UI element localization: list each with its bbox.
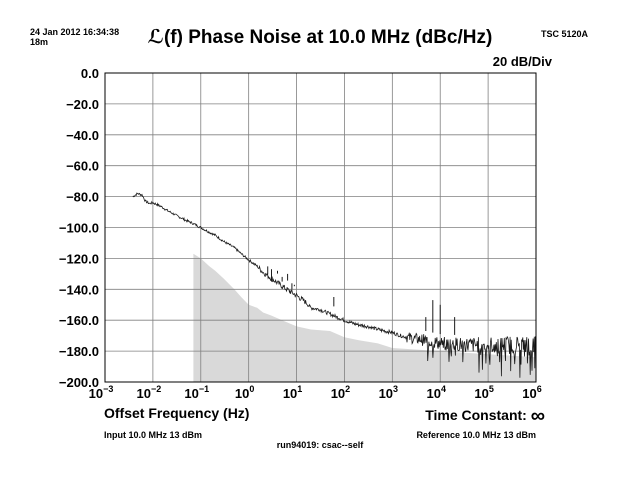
phase-noise-trace	[132, 192, 537, 378]
y-tick-label: −60.0	[66, 159, 99, 174]
plot-frame	[104, 72, 537, 383]
chart-title: ℒ(f) Phase Noise at 10.0 MHz (dBc/Hz)	[147, 27, 493, 48]
y-tick-label: −200.0	[59, 375, 99, 390]
y-tick-label: −20.0	[66, 97, 99, 112]
x-tick-label: 106	[522, 384, 541, 401]
x-tick-label: 105	[474, 384, 493, 401]
reference-info: Reference 10.0 MHz 13 dBm	[416, 430, 536, 440]
x-axis-label: Offset Frequency (Hz)	[104, 405, 250, 421]
y-tick-label: −160.0	[59, 313, 99, 328]
x-tick-label: 10−1	[184, 384, 209, 401]
x-tick-label: 102	[331, 384, 350, 401]
x-tick-label: 103	[379, 384, 398, 401]
timestamp: 24 Jan 2012 16:34:38	[30, 27, 120, 37]
y-tick-label: −40.0	[66, 128, 99, 143]
input-info: Input 10.0 MHz 13 dBm	[104, 430, 203, 440]
noise-floor-area	[193, 253, 536, 382]
x-tick-label: 100	[235, 384, 254, 401]
y-tick-label: −80.0	[66, 190, 99, 205]
duration: 18m	[30, 37, 49, 47]
time-constant-value: ∞	[530, 405, 545, 427]
scale-label: 20 dB/Div	[492, 54, 552, 69]
x-tick-label: 10−3	[89, 384, 114, 401]
y-tick-label: −120.0	[59, 251, 99, 266]
y-tick-label: 0.0	[81, 66, 99, 81]
y-tick-label: −180.0	[59, 344, 99, 359]
x-tick-label: 104	[426, 384, 445, 401]
run-info: run94019: csac--self	[276, 440, 364, 450]
x-tick-label: 101	[283, 384, 302, 401]
time-constant: Time Constant: ∞	[425, 405, 545, 428]
time-constant-label: Time Constant:	[425, 407, 527, 423]
x-tick-label: 10−2	[137, 384, 162, 401]
y-tick-label: −100.0	[59, 221, 99, 236]
instrument-model: TSC 5120A	[540, 29, 588, 39]
y-tick-label: −140.0	[59, 282, 99, 297]
